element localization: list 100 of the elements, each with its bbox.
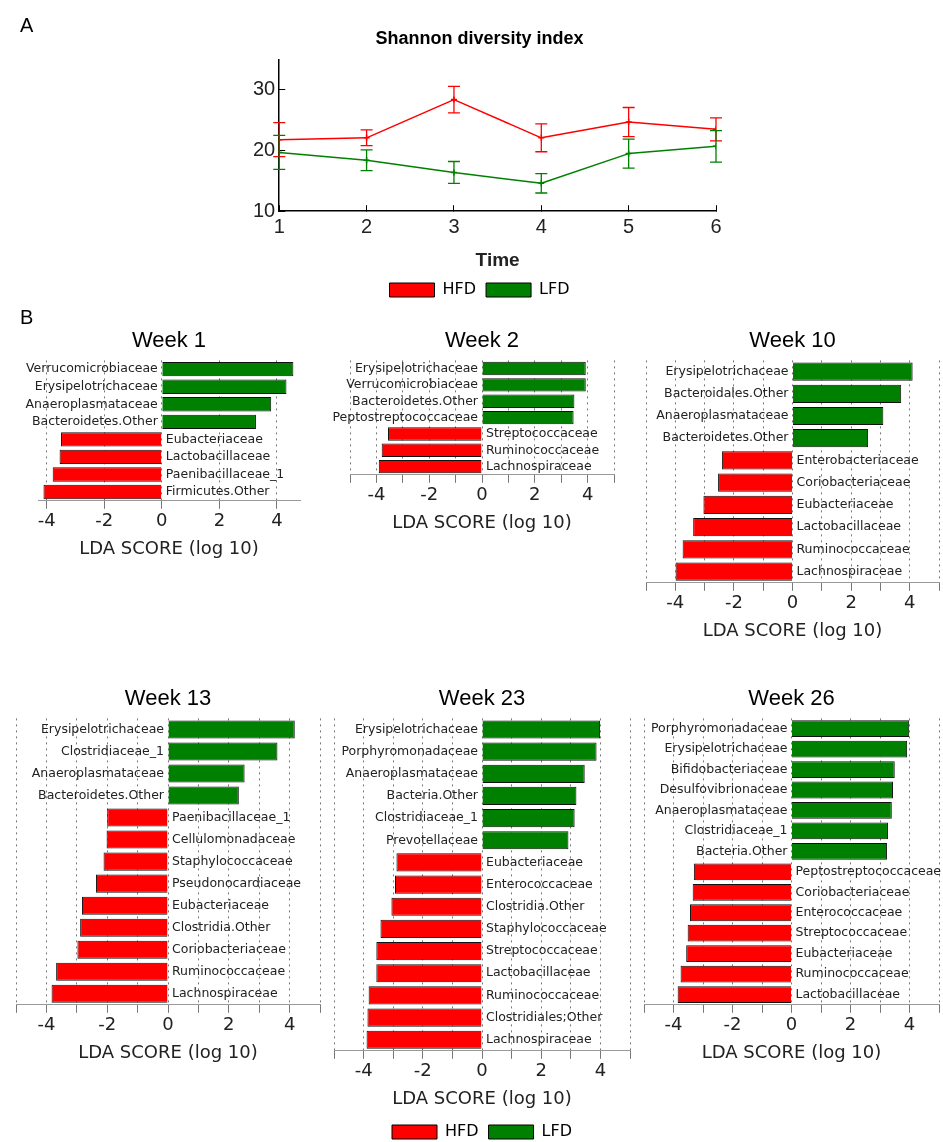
y-tick-label: Clostridiaceae_1 [374,809,478,825]
x-tick-label: 2 [844,1013,857,1035]
y-tick-label: Clostridia.Other [486,898,586,914]
x-tick-label: 0 [786,591,799,613]
y-tick-label: Paenibacillaceae_1 [165,465,285,481]
x-tick-label: -4 [354,1059,373,1081]
y-tick-label: Verrucomicrobiaceae [26,360,159,376]
legend-label: HFD [445,1121,479,1141]
y-tick-label: Lachnospiraceae [486,1030,592,1046]
y-tick-label: Erysipelotrichaceae [354,359,479,375]
x-tick-label: 0 [476,483,488,505]
y-tick-label: Porphyromonadaceae [341,742,479,758]
y-tick-label: Erysipelotrichaceae [34,377,159,393]
y-tick-label: Erysipelotrichaceae [664,740,788,756]
y-tick-label: Anaeroplasmataceae [25,395,159,411]
x-tick-label: 5 [623,214,635,237]
x-axis-title: Time [475,248,520,270]
x-tick-label: 4 [581,483,594,505]
x-tick-label: -2 [98,1013,117,1035]
y-tick-label: Bacteria.Other [386,787,479,803]
x-tick-label: 0 [785,1013,798,1035]
y-tick-label: Ruminococcaceae [795,965,909,981]
x-tick-label: 4 [903,1013,916,1035]
y-tick-label: Streptococcaceae [795,924,908,940]
x-axis-title: LDA SCORE (log 10) [79,536,259,558]
x-tick-label: 3 [448,214,460,237]
x-tick-label: -2 [413,1059,432,1081]
x-tick-label: 1 [273,214,285,237]
y-tick-label: Lactobacillaceae [165,448,271,464]
y-tick-label: Enterococcaceae [795,903,903,919]
x-tick-label: 2 [223,1013,235,1035]
y-tick-label: Firmicutes.Other [165,483,271,499]
y-tick-label: Streptococcaceae [486,425,599,441]
y-tick-label: Verrucomicrobiaceae [346,376,479,392]
y-tick-label: Peptostreptococcaceae [332,408,479,424]
x-tick-label: -2 [420,483,439,505]
chart-title: Week 26 [748,685,835,711]
y-tick-label: Pseudonocardiaceae [172,874,302,890]
y-tick-label: Prevotellaceae [385,831,479,847]
x-tick-label: -2 [95,509,114,531]
y-tick-label: Bacteroidetes.Other [31,413,159,429]
y-tick-label: Coriobacteriaceae [172,940,287,956]
y-tick-label: 30 [253,77,276,100]
chart-title: Week 1 [131,327,207,353]
y-tick-label: Erysipelotrichaceae [354,720,479,736]
y-tick-label: Bacteroidetes.Other [38,786,165,802]
y-tick-label: Bacteroidetes.Other [662,429,790,445]
x-tick-label: -4 [37,1013,56,1035]
y-tick-label: Bifidobacteriaceae [670,760,788,776]
chart-title: Shannon diversity index [375,27,584,48]
y-tick-label: Erysipelotrichaceae [40,720,165,736]
chart-title: Week 13 [124,685,212,711]
y-tick-label: Desulfovibrionaceae [659,781,788,797]
x-tick-label: 2 [361,214,373,237]
x-axis-title: LDA SCORE (log 10) [702,618,883,640]
chart-title: Week 10 [749,327,836,353]
y-tick-label: Streptococcaceae [486,942,599,958]
x-tick-label: 0 [162,1013,174,1035]
x-axis-title: LDA SCORE (log 10) [701,1040,882,1062]
y-tick-label: Lactobacillaceae [796,518,902,534]
x-tick-label: 0 [476,1059,488,1081]
y-tick-label: Ruminococcaceae [796,540,910,556]
x-axis-title: LDA SCORE (log 10) [392,1086,572,1108]
y-tick-label: Anaeroplasmataceae [656,407,789,423]
y-tick-label: Bacteria.Other [696,842,789,858]
y-tick-label: Lachnospiraceae [796,562,903,578]
y-tick-label: Cellulomonadaceae [172,830,296,846]
y-tick-label: Clostridiales;Other [486,1008,604,1024]
x-axis-title: LDA SCORE (log 10) [392,510,572,532]
x-tick-label: 6 [710,214,722,237]
x-tick-label: 4 [535,214,547,237]
y-tick-label: Enterococcaceae [486,875,594,891]
x-axis-title: LDA SCORE (log 10) [78,1040,258,1062]
y-tick-label: Staphylococcaceae [172,852,294,868]
y-tick-label: Lactobacillaceae [486,964,591,980]
y-tick-label: Clostridiaceae_1 [60,742,164,758]
x-tick-label: 0 [156,509,168,531]
y-tick-label: Lactobacillaceae [795,985,901,1001]
y-tick-label: Eubacteriaceae [165,430,264,446]
x-tick-label: -4 [37,509,56,531]
x-tick-label: 2 [529,483,541,505]
y-tick-label: 10 [253,198,276,221]
x-tick-label: 4 [594,1059,607,1081]
x-tick-label: 2 [213,509,226,531]
y-tick-label: Peptostreptococcaceae [795,863,942,879]
y-tick-label: Bacteroidetes.Other [352,392,479,408]
y-tick-label: Anaeroplasmataceae [345,765,479,781]
y-tick-label: Staphylococcaceae [486,920,608,936]
y-tick-label: Ruminococcaceae [172,963,286,978]
y-tick-label: Eubacteriaceae [795,944,893,960]
y-tick-label: Anaeroplasmataceae [31,764,165,780]
legend-label: LFD [541,1121,572,1141]
y-tick-label: Porphyromonadaceae [650,719,788,735]
y-tick-label: Coriobacteriaceae [795,883,910,899]
y-tick-label: Anaeroplasmataceae [655,801,788,817]
y-tick-label: Enterobacteriaceae [796,451,919,467]
y-tick-label: Clostridiaceae_1 [684,822,788,838]
y-tick-label: Bacteroidales.Other [664,385,790,401]
y-tick-label: Lachnospiraceae [486,457,592,473]
y-tick-label: Erysipelotrichaceae [665,362,789,378]
